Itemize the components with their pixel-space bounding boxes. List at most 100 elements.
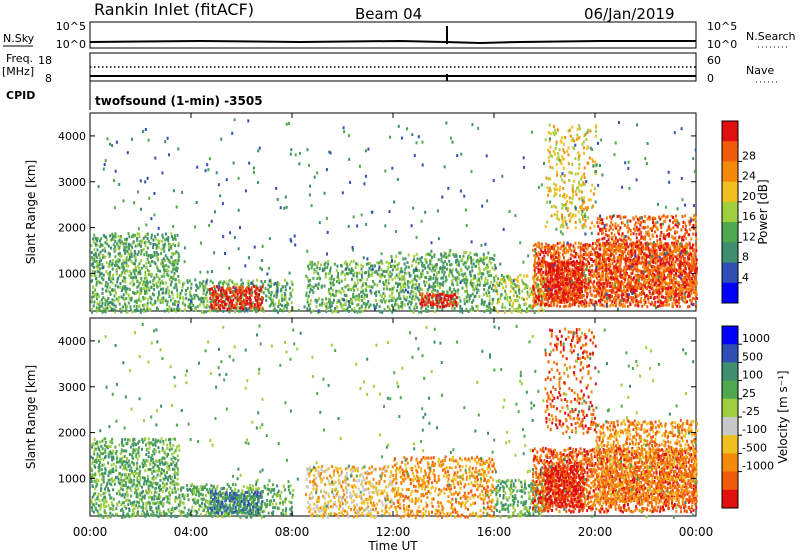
echo-cell [526, 284, 529, 288]
echo-cell [99, 309, 102, 313]
echo-cell [131, 279, 134, 283]
echo-cell [657, 259, 660, 263]
echo-cell [233, 283, 236, 286]
echo-cell [599, 216, 602, 220]
echo-cell [492, 283, 494, 287]
echo-cell [610, 252, 613, 256]
echo-cell [245, 296, 248, 300]
echo-cell [174, 261, 177, 265]
echo-cell [563, 289, 566, 293]
echo-cell [439, 292, 442, 296]
echo-cell [576, 298, 579, 302]
echo-cell [673, 264, 676, 268]
echo-cell [150, 254, 153, 258]
echo-cell [597, 255, 600, 259]
echo-cell [664, 300, 666, 303]
echo-cell [316, 277, 319, 281]
echo-cell [496, 281, 499, 285]
echo-cell [426, 271, 429, 275]
echo-cell [406, 261, 409, 265]
echo-cell [117, 252, 120, 256]
echo-cell [573, 293, 576, 297]
echo-cell [329, 269, 332, 273]
echo-cell [687, 291, 690, 295]
echo-cell [501, 274, 503, 277]
echo-cell [94, 274, 97, 278]
echo-cell [90, 251, 93, 255]
echo-cell [561, 206, 564, 210]
echo-cell [170, 246, 173, 250]
echo-cell [580, 302, 583, 306]
echo-cell [662, 247, 665, 251]
echo-cell [676, 224, 679, 228]
echo-cell [175, 282, 178, 286]
echo-cell [472, 258, 475, 262]
echo-cell [692, 281, 695, 285]
echo-cell [562, 157, 565, 161]
echo-cell [533, 298, 536, 302]
echo-cell [283, 307, 285, 311]
echo-cell [440, 300, 442, 304]
echo-cell [342, 289, 345, 293]
echo-cell [248, 306, 251, 310]
echo-cell [559, 174, 562, 178]
echo-cell [637, 256, 640, 260]
echo-cell [173, 267, 176, 271]
echo-cell [290, 294, 293, 298]
echo-cell [560, 223, 563, 227]
echo-cell [317, 310, 320, 314]
echo-cell [267, 295, 270, 299]
echo-cell [562, 187, 565, 190]
echo-cell [429, 253, 432, 257]
echo-cell [673, 292, 675, 296]
echo-cell [327, 259, 330, 263]
echo-cell [356, 297, 359, 301]
echo-cell [136, 285, 139, 289]
echo-cell [655, 276, 658, 280]
echo-cell [124, 302, 126, 306]
echo-cell [467, 265, 470, 269]
echo-cell [625, 259, 628, 263]
echo-cell [405, 298, 408, 302]
echo-cell [544, 272, 547, 276]
echo-cell [556, 248, 559, 252]
echo-cell [607, 248, 610, 252]
echo-cell [547, 148, 550, 152]
echo-cell [233, 306, 235, 310]
echo-cell [672, 236, 675, 240]
echo-cell [581, 267, 584, 271]
echo-cell [570, 270, 572, 274]
echo-cell [561, 244, 564, 248]
echo-cell [483, 300, 486, 304]
echo-cell [233, 293, 236, 297]
echo-cell [546, 297, 549, 301]
echo-cell [568, 196, 571, 200]
echo-cell [556, 271, 559, 275]
echo-cell [186, 280, 189, 284]
echo-cell [660, 230, 663, 234]
echo-cell [109, 304, 112, 308]
echo-cell [114, 288, 117, 292]
echo-cell [694, 252, 697, 256]
echo-cell [374, 291, 376, 295]
echo-cell [491, 266, 494, 270]
echo-cell [540, 299, 543, 303]
echo-cell [478, 295, 481, 298]
echo-cell [516, 298, 519, 302]
echo-cell [455, 304, 458, 308]
echo-cell [597, 290, 600, 294]
echo-cell [554, 289, 557, 293]
echo-cell [614, 301, 616, 304]
echo-cell [125, 297, 128, 300]
echo-cell [354, 284, 357, 288]
echo-cell [599, 282, 602, 286]
echo-cell [151, 259, 154, 263]
echo-cell [340, 279, 343, 283]
echo-cell [592, 289, 595, 293]
echo-cell [163, 264, 166, 268]
echo-cell [567, 207, 570, 211]
echo-cell [166, 303, 169, 307]
echo-cell [407, 302, 409, 306]
echo-cell [146, 237, 149, 240]
echo-cell [568, 179, 571, 182]
